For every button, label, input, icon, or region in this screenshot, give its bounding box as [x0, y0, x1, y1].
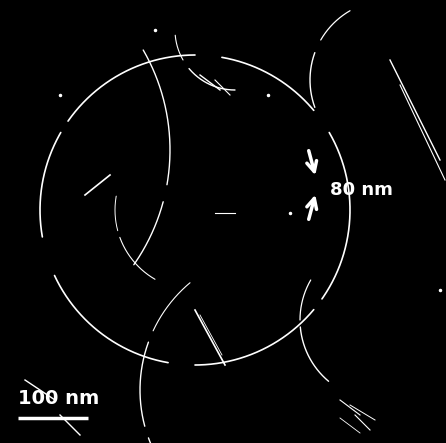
Text: 100 nm: 100 nm — [18, 389, 99, 408]
Text: 80 nm: 80 nm — [330, 181, 393, 199]
